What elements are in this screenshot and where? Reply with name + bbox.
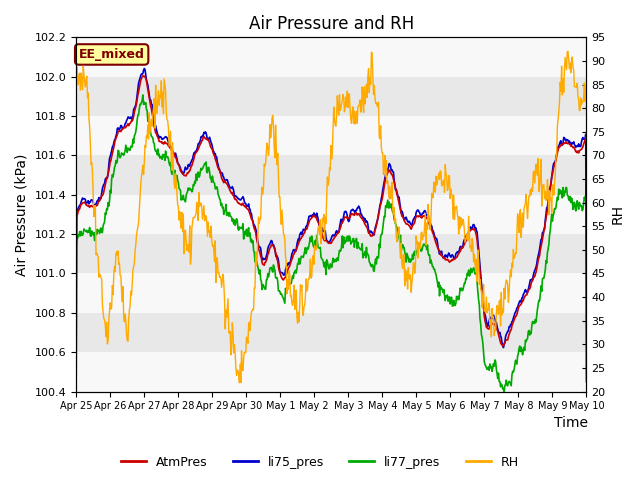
Bar (76, 313, 586, 352)
Legend: AtmPres, li75_pres, li77_pres, RH: AtmPres, li75_pres, li77_pres, RH (116, 451, 524, 474)
Text: EE_mixed: EE_mixed (79, 48, 145, 61)
Bar (76, 116, 586, 156)
Bar (76, 234, 586, 274)
Y-axis label: Air Pressure (kPa): Air Pressure (kPa) (15, 153, 29, 276)
Bar (76, 156, 586, 195)
Y-axis label: RH: RH (611, 204, 625, 225)
Bar (76, 77, 586, 116)
Bar (76, 352, 586, 392)
Bar (76, 37, 586, 77)
Bar (76, 274, 586, 313)
X-axis label: Time: Time (554, 416, 588, 431)
Title: Air Pressure and RH: Air Pressure and RH (249, 15, 414, 33)
Bar (76, 195, 586, 234)
